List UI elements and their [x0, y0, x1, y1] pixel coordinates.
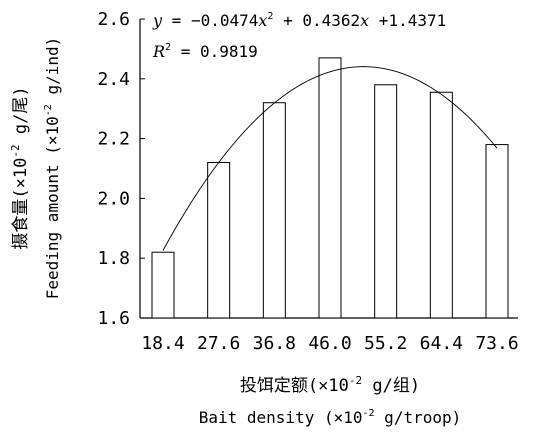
y-axis-label-cn: 摄食量(×10-2 g/尾) — [9, 86, 31, 249]
bar-73.6 — [485, 144, 509, 319]
y-tick-label: 2.2 — [97, 129, 130, 150]
bar-27.6 — [207, 162, 231, 319]
bar-64.4 — [429, 91, 453, 319]
x-tick-label: 55.2 — [364, 333, 407, 354]
y-ticks: 1.6 1.8 2.0 2.2 2.4 2.6 — [97, 9, 145, 329]
y-tick-label: 1.8 — [97, 248, 130, 269]
bar-36.8 — [262, 102, 286, 319]
x-tick-label: 18.4 — [141, 333, 184, 354]
x-tick-label: 36.8 — [253, 333, 296, 354]
x-ticks: 18.4 27.6 36.8 46.0 55.2 64.4 73.6 — [141, 333, 518, 354]
x-tick-label: 64.4 — [420, 333, 463, 354]
y-tick-label: 1.6 — [97, 308, 130, 329]
x-tick-label: 46.0 — [308, 333, 351, 354]
trend-line — [162, 66, 498, 251]
x-tick-label: 27.6 — [197, 333, 240, 354]
trend-equation: y = −0.0474x2 + 0.4362x +1.4371 — [152, 11, 446, 30]
r-squared: R2 = 0.9819 — [152, 42, 258, 61]
x-axis-label-en: Bait density (×10-2 g/troop) — [199, 408, 462, 427]
bar-18.4 — [151, 251, 175, 319]
bars — [151, 57, 509, 319]
bar-46.0 — [318, 57, 342, 319]
y-tick-label: 2.6 — [97, 9, 130, 30]
bar-55.2 — [374, 84, 398, 319]
y-axis-label-en: Feeding amount (×10-2 g/ind) — [43, 37, 62, 300]
y-tick-label: 2.0 — [97, 188, 130, 209]
x-axis-label-cn: 投饵定额(×10-2 g/组) — [240, 374, 420, 396]
x-tick-label: 73.6 — [475, 333, 518, 354]
y-tick-label: 2.4 — [97, 69, 130, 90]
